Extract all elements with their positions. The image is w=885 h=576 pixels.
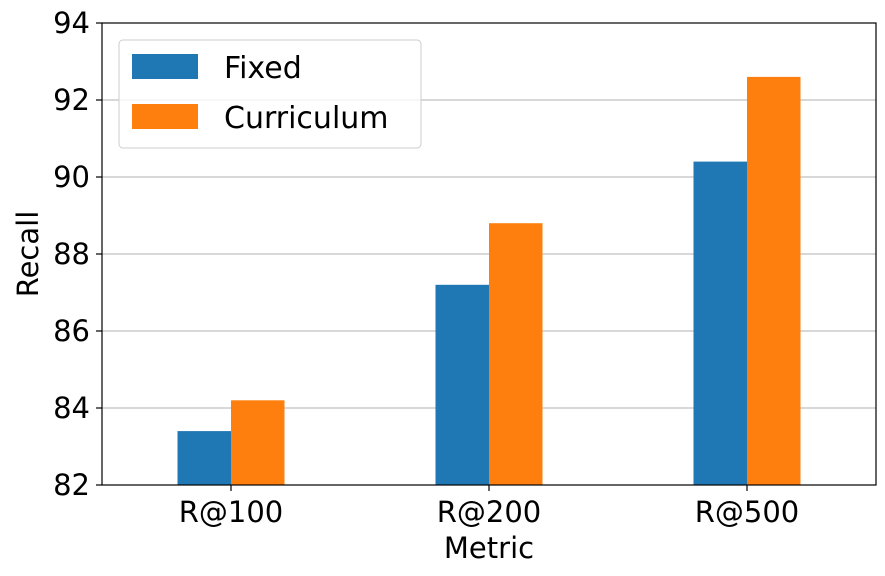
x-tick-label: R@200 <box>437 495 542 529</box>
bar-curriculum-r100 <box>231 400 285 485</box>
bar-fixed-r100 <box>177 431 231 485</box>
legend-swatch-fixed <box>132 54 198 79</box>
legend-label-curriculum: Curriculum <box>224 101 389 136</box>
bar-fixed-r500 <box>693 161 747 485</box>
y-axis-ticks: 82 84 86 88 90 92 94 <box>53 6 102 502</box>
bar-curriculum-r200 <box>489 223 543 485</box>
legend-label-fixed: Fixed <box>224 51 302 86</box>
y-tick-label: 84 <box>53 391 90 425</box>
x-tick-label: R@100 <box>179 495 284 529</box>
legend: Fixed Curriculum <box>118 39 422 149</box>
x-axis-label: Metric <box>444 531 534 565</box>
bars <box>177 76 801 486</box>
x-tick-label: R@500 <box>695 495 800 529</box>
y-tick-label: 92 <box>53 83 90 117</box>
y-tick-label: 86 <box>53 314 90 348</box>
y-tick-label: 94 <box>53 6 90 40</box>
y-tick-label: 82 <box>53 468 90 502</box>
y-tick-label: 90 <box>53 160 90 194</box>
bar-fixed-r200 <box>435 284 489 485</box>
y-tick-label: 88 <box>53 237 90 271</box>
x-axis-ticks: R@100 R@200 R@500 <box>179 485 800 529</box>
legend-swatch-curriculum <box>132 104 198 129</box>
bar-curriculum-r500 <box>747 76 801 486</box>
y-axis-label: Recall <box>11 211 45 298</box>
